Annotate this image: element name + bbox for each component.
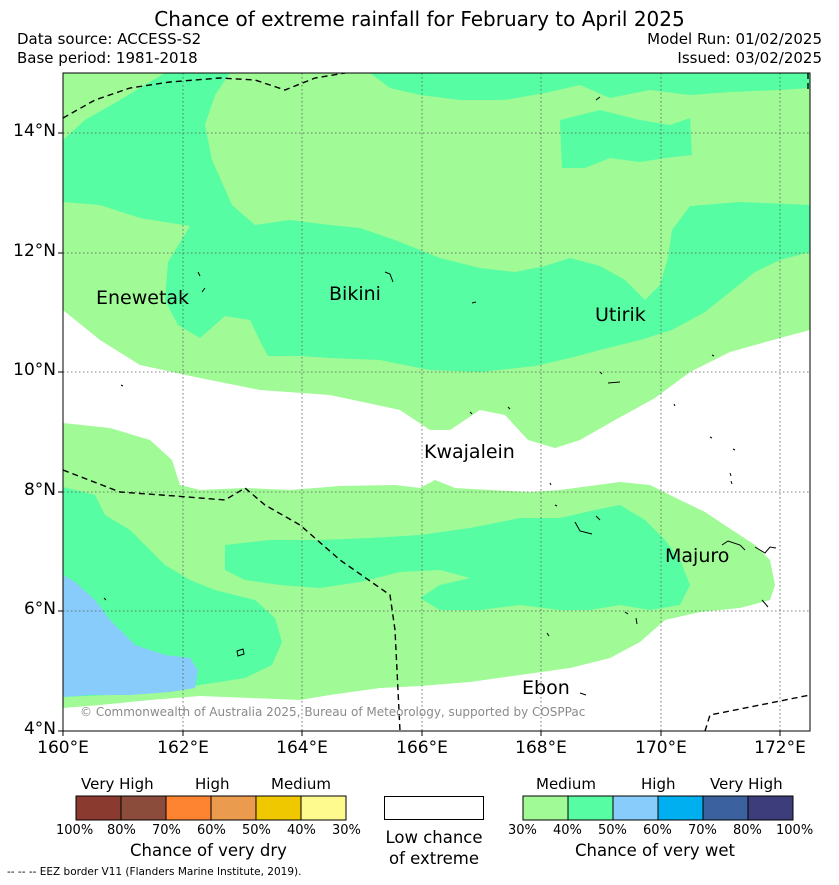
place-enewetak: Enewetak: [96, 287, 190, 309]
place-utirik: Utirik: [595, 304, 646, 326]
lon-label-160e: 160°E: [37, 738, 89, 758]
place-bikini: Bikini: [329, 283, 381, 305]
wet-swatch-5: [702, 795, 749, 821]
north-high-region: [63, 73, 810, 372]
dry-swatch-3: [165, 795, 212, 821]
map-plot-area: [63, 73, 810, 731]
lat-label-12n: 12°N: [13, 241, 56, 261]
low-chance-line2: of extreme: [388, 849, 480, 868]
issued-text: Issued: 03/02/2025: [677, 49, 822, 67]
dry-pct-80: 80%: [107, 823, 136, 838]
dry-pct-50: 50%: [242, 823, 271, 838]
low-chance-caption: Low chance of extreme: [372, 827, 496, 869]
place-majuro: Majuro: [665, 545, 730, 567]
wet-pct-100: 100%: [776, 823, 814, 838]
dry-swatch-5: [255, 795, 302, 821]
low-chance-line1: Low chance: [385, 828, 483, 847]
lat-label-10n: 10°N: [13, 360, 56, 380]
wet-pct-50: 50%: [598, 823, 627, 838]
lon-label-162e: 162°E: [157, 738, 209, 758]
dry-pct-30: 30%: [332, 823, 361, 838]
north-high-right-region: [370, 73, 810, 100]
place-kwajalein: Kwajalein: [424, 441, 515, 463]
low-chance-swatch: [384, 796, 484, 820]
wet-pct-80: 80%: [733, 823, 762, 838]
dry-header-high: High: [195, 775, 230, 793]
dry-swatch-2: [120, 795, 167, 821]
wet-header-medium: Medium: [536, 775, 596, 793]
lon-label-172e: 172°E: [754, 738, 806, 758]
dry-pct-40: 40%: [287, 823, 316, 838]
grid-lines: [63, 73, 810, 731]
wet-pct-70: 70%: [688, 823, 717, 838]
header-left: Data source: ACCESS-S2 Base period: 1981…: [17, 30, 201, 68]
dry-pct-60: 60%: [197, 823, 226, 838]
dry-pct-100: 100%: [56, 823, 94, 838]
chart-title: Chance of extreme rainfall for February …: [154, 7, 685, 31]
wet-swatch-3: [612, 795, 659, 821]
model-run-text: Model Run: 01/02/2025: [647, 30, 822, 48]
dry-colorbar: [75, 795, 347, 821]
wet-header-very-high: Very High: [710, 775, 783, 793]
lon-label-164e: 164°E: [276, 738, 328, 758]
southwest-very-high-region: [63, 575, 198, 697]
south-high-central-region: [225, 505, 690, 610]
wet-swatch-2: [567, 795, 614, 821]
wet-pct-40: 40%: [553, 823, 582, 838]
wet-pct-60: 60%: [643, 823, 672, 838]
lat-label-8n: 8°N: [23, 480, 56, 500]
axis-ticks: [58, 132, 781, 736]
base-period-text: Base period: 1981-2018: [17, 49, 198, 67]
lon-label-168e: 168°E: [515, 738, 567, 758]
lat-label-6n: 6°N: [23, 599, 56, 619]
wet-pct-30: 30%: [508, 823, 537, 838]
dry-caption: Chance of very dry: [130, 841, 287, 860]
dry-header-medium: Medium: [271, 775, 331, 793]
place-ebon: Ebon: [522, 677, 570, 699]
copyright-text: © Commonwealth of Australia 2025, Bureau…: [80, 705, 586, 719]
dry-pct-70: 70%: [152, 823, 181, 838]
lat-label-4n: 4°N: [23, 719, 56, 739]
lat-label-14n: 14°N: [13, 121, 56, 141]
data-source-text: Data source: ACCESS-S2: [17, 30, 202, 48]
dry-swatch-6: [300, 795, 347, 821]
wet-swatch-6: [747, 795, 794, 821]
map-frame: [62, 72, 811, 732]
wet-header-high: High: [641, 775, 676, 793]
atoll-outlines: [103, 96, 777, 696]
eez-border-lines: [63, 73, 810, 731]
wet-colorbar: [522, 795, 794, 821]
header-right: Model Run: 01/02/2025 Issued: 03/02/2025: [647, 30, 822, 68]
dry-swatch-4: [210, 795, 257, 821]
lon-label-166e: 166°E: [396, 738, 448, 758]
dry-swatch-1: [75, 795, 122, 821]
lon-label-170e: 170°E: [635, 738, 687, 758]
dry-header-very-high: Very High: [81, 775, 154, 793]
eez-footnote: -- -- -- EEZ border V11 (Flanders Marine…: [7, 866, 302, 878]
wet-caption: Chance of very wet: [575, 841, 735, 860]
northeast-high-region: [560, 110, 692, 168]
wet-swatch-4: [657, 795, 704, 821]
wet-swatch-1: [522, 795, 569, 821]
